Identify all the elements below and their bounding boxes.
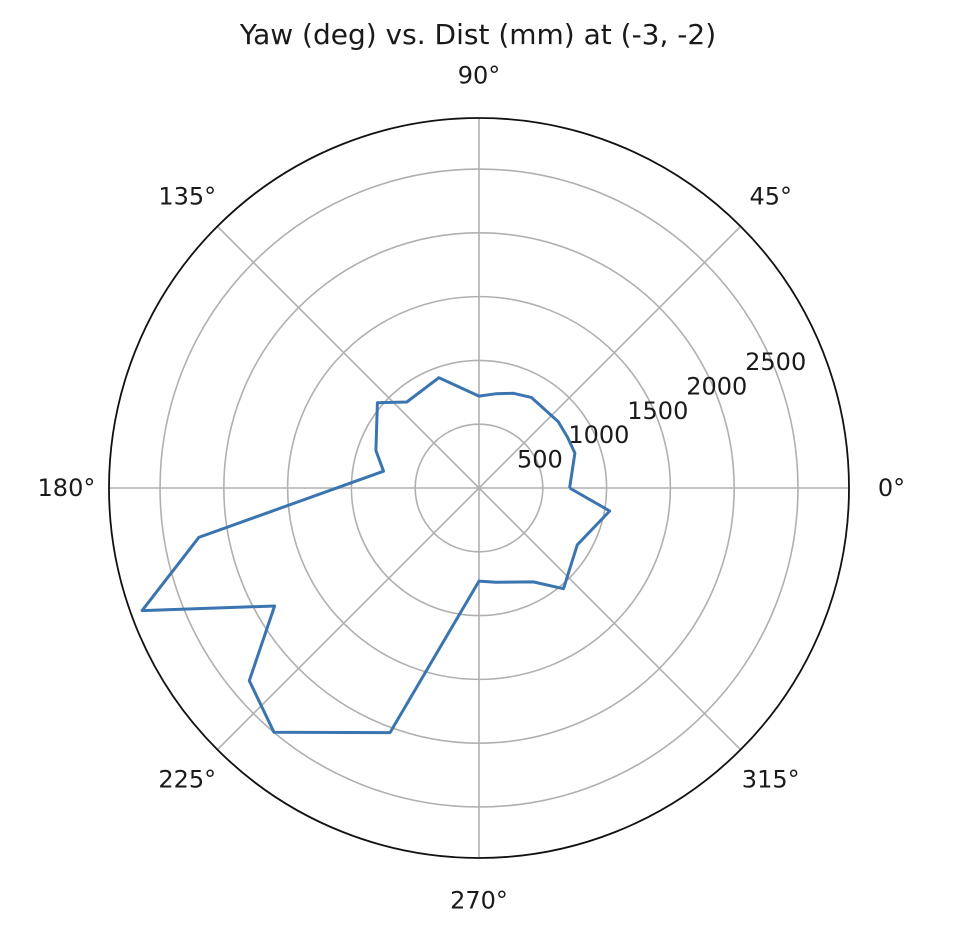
series-layer [140,376,612,735]
radius-tick-label-2500: 2500 [745,348,806,376]
angular-gridlines [109,118,849,858]
angle-tick-label-225: 225° [158,766,216,794]
angle-tick-label-45: 45° [749,182,792,210]
chart-title: Yaw (deg) vs. Dist (mm) at (-3, -2) [239,18,717,51]
angular-gridline-45 [478,225,742,489]
radius-tick-label-1500: 1500 [627,397,688,425]
polar-frame-circle [108,117,850,859]
angle-tick-label-315: 315° [742,766,800,794]
angle-tick-label-90: 90° [458,61,501,89]
radius-tick-label-1000: 1000 [568,421,629,449]
angle-tick-label-180: 180° [38,474,96,502]
angular-gridline-135 [216,225,480,489]
radius-tick-label-2000: 2000 [686,372,747,400]
series-line-0 [140,376,612,735]
angular-gridline-315 [478,487,742,751]
angle-tick-label-135: 135° [158,182,216,210]
angle-tick-label-0: 0° [878,474,905,502]
angle-tick-labels: 0° 45° 90° 135° 180° 225° 270° 315° [38,61,906,914]
angle-tick-label-270: 270° [450,887,508,915]
polar-frame [108,117,850,859]
radius-tick-label-500: 500 [517,446,563,474]
angular-gridline-225 [216,487,480,751]
